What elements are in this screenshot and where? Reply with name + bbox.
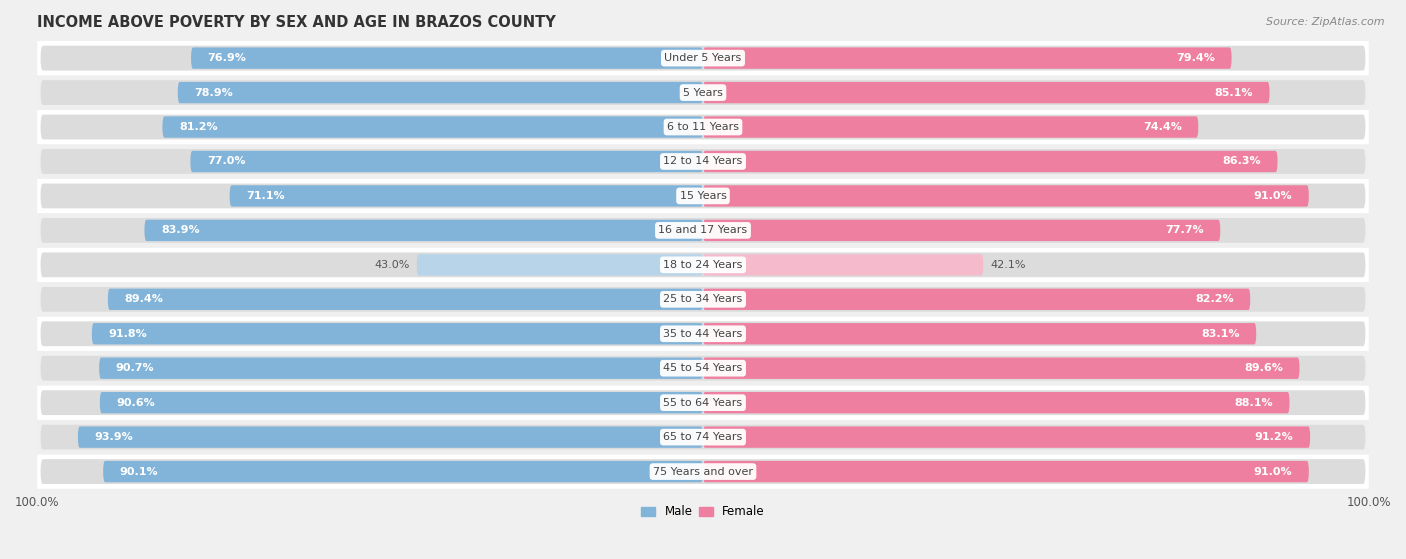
Text: 74.4%: 74.4% bbox=[1143, 122, 1181, 132]
Text: 82.2%: 82.2% bbox=[1195, 294, 1233, 304]
Text: 88.1%: 88.1% bbox=[1234, 397, 1272, 408]
Text: 12 to 14 Years: 12 to 14 Years bbox=[664, 157, 742, 167]
FancyBboxPatch shape bbox=[41, 183, 1365, 209]
FancyBboxPatch shape bbox=[41, 253, 1365, 277]
FancyBboxPatch shape bbox=[100, 358, 703, 379]
FancyBboxPatch shape bbox=[37, 110, 1369, 144]
FancyBboxPatch shape bbox=[37, 316, 1369, 351]
Text: Source: ZipAtlas.com: Source: ZipAtlas.com bbox=[1267, 17, 1385, 27]
FancyBboxPatch shape bbox=[37, 351, 1369, 386]
FancyBboxPatch shape bbox=[37, 179, 1369, 213]
FancyBboxPatch shape bbox=[145, 220, 703, 241]
FancyBboxPatch shape bbox=[77, 427, 703, 448]
Text: 65 to 74 Years: 65 to 74 Years bbox=[664, 432, 742, 442]
FancyBboxPatch shape bbox=[41, 218, 1365, 243]
FancyBboxPatch shape bbox=[190, 151, 703, 172]
FancyBboxPatch shape bbox=[229, 185, 703, 207]
FancyBboxPatch shape bbox=[163, 116, 703, 138]
FancyBboxPatch shape bbox=[100, 392, 703, 413]
Text: 85.1%: 85.1% bbox=[1215, 88, 1253, 98]
FancyBboxPatch shape bbox=[703, 82, 1270, 103]
Text: 91.2%: 91.2% bbox=[1254, 432, 1294, 442]
FancyBboxPatch shape bbox=[703, 220, 1220, 241]
Text: 93.9%: 93.9% bbox=[94, 432, 134, 442]
Text: 78.9%: 78.9% bbox=[194, 88, 233, 98]
FancyBboxPatch shape bbox=[703, 288, 1250, 310]
Text: 18 to 24 Years: 18 to 24 Years bbox=[664, 260, 742, 270]
FancyBboxPatch shape bbox=[41, 321, 1365, 346]
FancyBboxPatch shape bbox=[703, 427, 1310, 448]
FancyBboxPatch shape bbox=[37, 454, 1369, 489]
FancyBboxPatch shape bbox=[703, 151, 1278, 172]
Text: 90.7%: 90.7% bbox=[115, 363, 155, 373]
Text: 86.3%: 86.3% bbox=[1222, 157, 1261, 167]
FancyBboxPatch shape bbox=[103, 461, 703, 482]
FancyBboxPatch shape bbox=[41, 459, 1365, 484]
FancyBboxPatch shape bbox=[41, 115, 1365, 139]
FancyBboxPatch shape bbox=[416, 254, 703, 276]
FancyBboxPatch shape bbox=[37, 248, 1369, 282]
FancyBboxPatch shape bbox=[37, 282, 1369, 316]
FancyBboxPatch shape bbox=[41, 425, 1365, 449]
FancyBboxPatch shape bbox=[37, 41, 1369, 75]
FancyBboxPatch shape bbox=[703, 254, 983, 276]
FancyBboxPatch shape bbox=[41, 149, 1365, 174]
Text: 75 Years and over: 75 Years and over bbox=[652, 467, 754, 477]
Text: Under 5 Years: Under 5 Years bbox=[665, 53, 741, 63]
Text: 45 to 54 Years: 45 to 54 Years bbox=[664, 363, 742, 373]
FancyBboxPatch shape bbox=[703, 48, 1232, 69]
Text: 89.6%: 89.6% bbox=[1244, 363, 1282, 373]
FancyBboxPatch shape bbox=[703, 461, 1309, 482]
Text: 79.4%: 79.4% bbox=[1175, 53, 1215, 63]
Text: 55 to 64 Years: 55 to 64 Years bbox=[664, 397, 742, 408]
FancyBboxPatch shape bbox=[177, 82, 703, 103]
Text: 16 and 17 Years: 16 and 17 Years bbox=[658, 225, 748, 235]
Text: 43.0%: 43.0% bbox=[374, 260, 411, 270]
FancyBboxPatch shape bbox=[41, 287, 1365, 312]
Text: 35 to 44 Years: 35 to 44 Years bbox=[664, 329, 742, 339]
Text: 81.2%: 81.2% bbox=[179, 122, 218, 132]
Text: INCOME ABOVE POVERTY BY SEX AND AGE IN BRAZOS COUNTY: INCOME ABOVE POVERTY BY SEX AND AGE IN B… bbox=[37, 15, 555, 30]
Text: 15 Years: 15 Years bbox=[679, 191, 727, 201]
FancyBboxPatch shape bbox=[703, 185, 1309, 207]
FancyBboxPatch shape bbox=[703, 358, 1299, 379]
FancyBboxPatch shape bbox=[37, 144, 1369, 179]
FancyBboxPatch shape bbox=[41, 46, 1365, 70]
Text: 76.9%: 76.9% bbox=[208, 53, 246, 63]
Legend: Male, Female: Male, Female bbox=[637, 501, 769, 523]
FancyBboxPatch shape bbox=[37, 75, 1369, 110]
FancyBboxPatch shape bbox=[108, 288, 703, 310]
FancyBboxPatch shape bbox=[703, 392, 1289, 413]
Text: 90.6%: 90.6% bbox=[117, 397, 155, 408]
FancyBboxPatch shape bbox=[37, 420, 1369, 454]
Text: 42.1%: 42.1% bbox=[990, 260, 1025, 270]
Text: 6 to 11 Years: 6 to 11 Years bbox=[666, 122, 740, 132]
FancyBboxPatch shape bbox=[91, 323, 703, 344]
Text: 77.0%: 77.0% bbox=[207, 157, 246, 167]
Text: 83.9%: 83.9% bbox=[162, 225, 200, 235]
Text: 5 Years: 5 Years bbox=[683, 88, 723, 98]
FancyBboxPatch shape bbox=[41, 80, 1365, 105]
Text: 83.1%: 83.1% bbox=[1201, 329, 1240, 339]
Text: 91.0%: 91.0% bbox=[1254, 191, 1292, 201]
FancyBboxPatch shape bbox=[41, 356, 1365, 381]
Text: 77.7%: 77.7% bbox=[1166, 225, 1204, 235]
Text: 91.8%: 91.8% bbox=[108, 329, 148, 339]
FancyBboxPatch shape bbox=[37, 213, 1369, 248]
FancyBboxPatch shape bbox=[703, 116, 1198, 138]
Text: 89.4%: 89.4% bbox=[125, 294, 163, 304]
Text: 25 to 34 Years: 25 to 34 Years bbox=[664, 294, 742, 304]
FancyBboxPatch shape bbox=[41, 390, 1365, 415]
FancyBboxPatch shape bbox=[191, 48, 703, 69]
FancyBboxPatch shape bbox=[703, 323, 1256, 344]
Text: 90.1%: 90.1% bbox=[120, 467, 159, 477]
FancyBboxPatch shape bbox=[37, 386, 1369, 420]
Text: 91.0%: 91.0% bbox=[1254, 467, 1292, 477]
Text: 71.1%: 71.1% bbox=[246, 191, 285, 201]
